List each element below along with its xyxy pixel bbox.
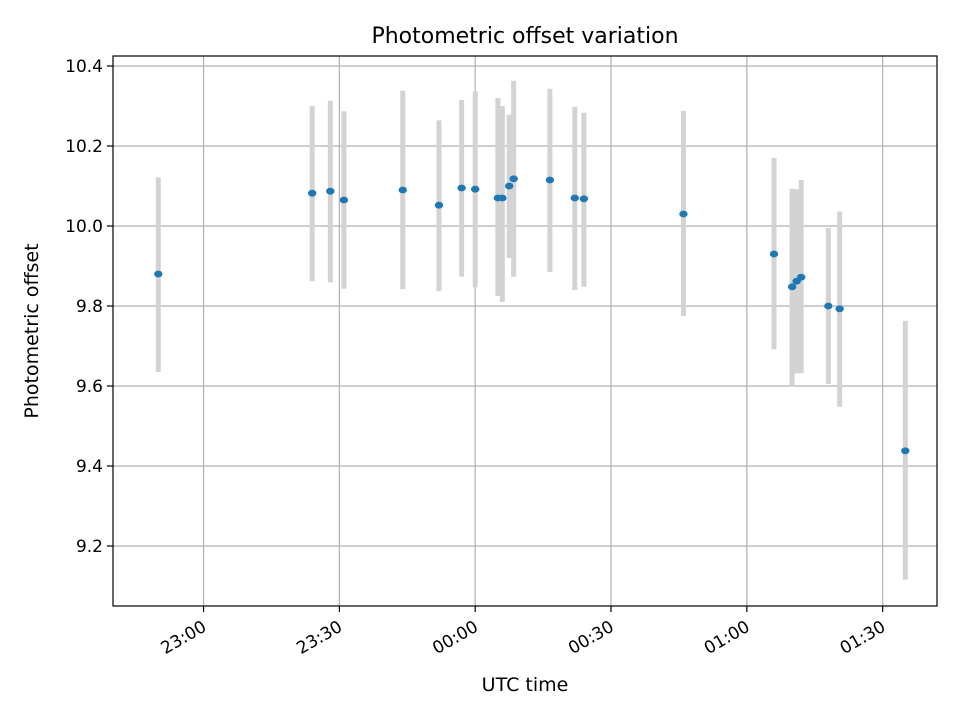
y-axis-label: Photometric offset <box>21 243 43 418</box>
data-point <box>824 302 833 310</box>
x-tick-label: 00:00 <box>429 617 481 659</box>
x-tick-label: 01:30 <box>837 617 889 659</box>
x-axis-label: UTC time <box>482 674 569 696</box>
data-point <box>679 210 688 218</box>
y-tick-label: 10.2 <box>65 137 103 157</box>
grid-layer <box>113 56 937 606</box>
x-tick-label: 01:00 <box>701 617 753 659</box>
data-point <box>470 185 480 193</box>
data-point <box>787 283 797 291</box>
data-point <box>509 175 518 183</box>
plot-frame <box>112 55 938 607</box>
y-tick-label: 9.8 <box>76 297 103 317</box>
data-point <box>339 196 349 204</box>
data-point <box>796 273 806 281</box>
data-point <box>579 195 589 203</box>
data-point <box>398 186 407 194</box>
y-tick-label: 9.6 <box>76 377 103 397</box>
chart-title: Photometric offset variation <box>371 24 678 49</box>
data-point <box>504 182 514 190</box>
data-point <box>570 194 580 202</box>
data-point <box>434 201 444 209</box>
data-point <box>835 305 844 313</box>
error-bar-layer <box>155 80 908 580</box>
data-point <box>326 187 335 195</box>
data-point-layer <box>154 175 910 455</box>
y-tick-label: 9.2 <box>76 537 103 557</box>
x-tick-label: 00:30 <box>565 617 617 659</box>
x-tick-label: 23:00 <box>158 617 210 659</box>
y-tick-label: 9.4 <box>76 457 103 477</box>
data-point <box>545 176 555 184</box>
x-tick-label: 23:30 <box>293 617 345 659</box>
data-point <box>154 270 163 278</box>
data-point <box>498 194 507 202</box>
data-point <box>457 184 466 192</box>
data-point <box>769 250 779 258</box>
data-point <box>308 189 317 197</box>
data-point <box>901 447 910 455</box>
y-tick-label: 10.0 <box>65 217 103 237</box>
y-tick-label: 10.4 <box>65 57 103 77</box>
